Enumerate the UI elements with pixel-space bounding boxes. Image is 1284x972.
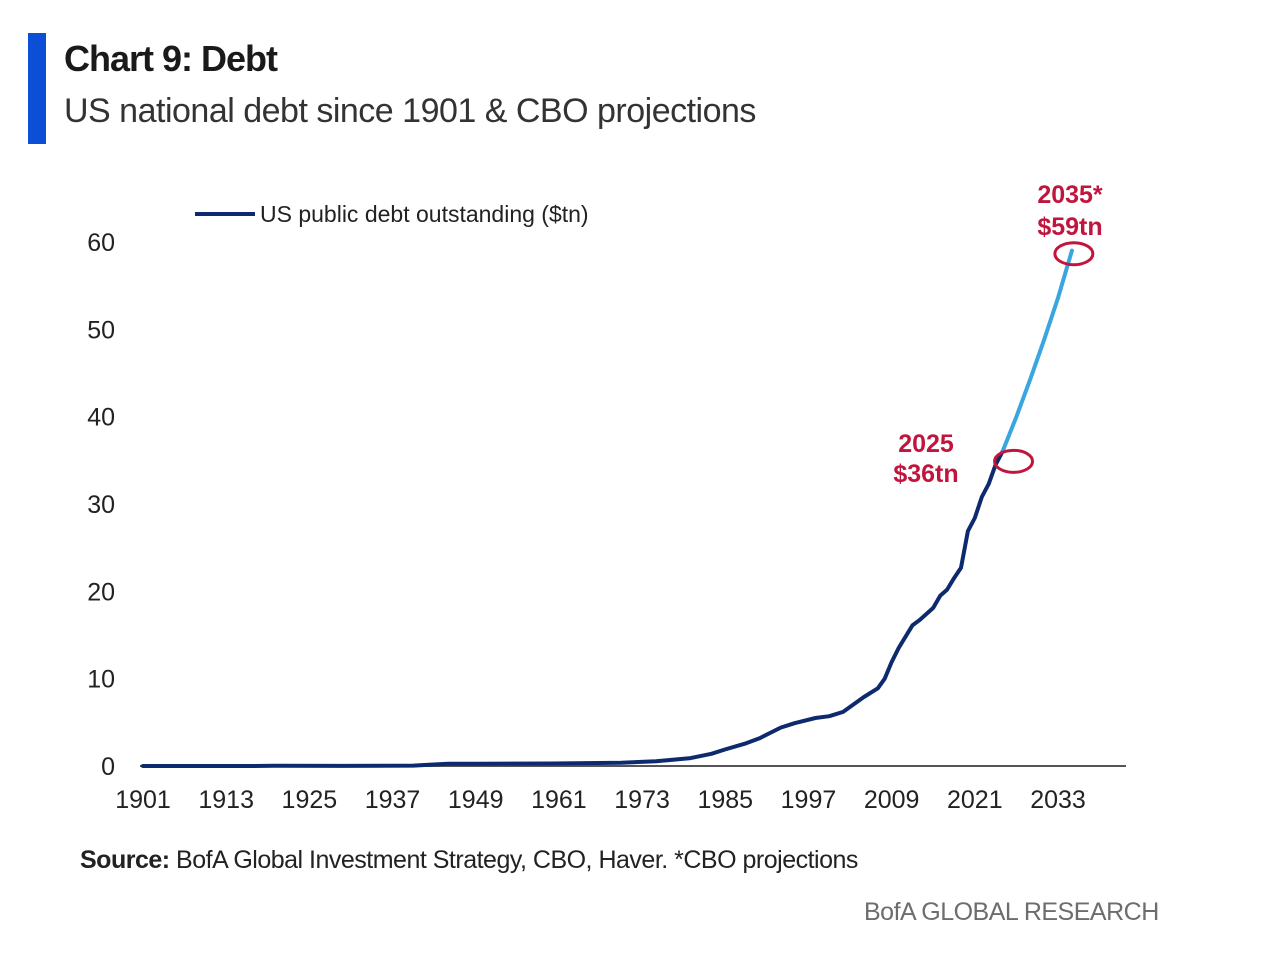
projection-series-line (1000, 248, 1074, 454)
source-text: BofA Global Investment Strategy, CBO, Ha… (176, 846, 858, 874)
annotation-circle-2035 (1053, 241, 1095, 267)
y-tick-label: 50 (87, 316, 115, 344)
annotation-year-2035: 2035* (1037, 181, 1103, 209)
x-tick-label: 1949 (448, 786, 504, 814)
chart-subtitle: US national debt since 1901 & CBO projec… (64, 92, 756, 130)
x-tick-label: 1997 (781, 786, 837, 814)
chart-title: Chart 9: Debt (64, 38, 278, 79)
legend-label: US public debt outstanding ($tn) (260, 201, 589, 227)
y-tick-label: 60 (87, 229, 115, 257)
accent-bar (28, 33, 46, 144)
x-tick-label: 1973 (614, 786, 670, 814)
x-tick-label: 1937 (365, 786, 421, 814)
y-tick-label: 30 (87, 491, 115, 519)
y-tick-label: 10 (87, 666, 115, 694)
x-tick-label: 1925 (282, 786, 338, 814)
source-label: Source: (80, 846, 170, 874)
x-tick-label: 1985 (697, 786, 753, 814)
y-tick-label: 20 (87, 578, 115, 606)
x-tick-label: 1901 (115, 786, 171, 814)
x-tick-label: 2033 (1030, 786, 1086, 814)
y-tick-label: 40 (87, 404, 115, 432)
y-tick-label: 0 (101, 753, 115, 781)
annotation-circle-2025 (993, 448, 1035, 474)
brand-label: BofA GLOBAL RESEARCH (864, 898, 1159, 926)
source-note: Source: BofA Global Investment Strategy,… (80, 846, 858, 875)
x-tick-label: 1913 (198, 786, 254, 814)
x-tick-label: 1961 (531, 786, 587, 814)
annotation-value-2035: $59tn (1037, 213, 1102, 241)
x-tick-label: 2021 (947, 786, 1003, 814)
x-tick-label: 2009 (864, 786, 920, 814)
historical-series-line (141, 449, 1005, 768)
annotation-value-2025: $36tn (893, 460, 958, 488)
annotation-year-2025: 2025 (898, 430, 954, 458)
